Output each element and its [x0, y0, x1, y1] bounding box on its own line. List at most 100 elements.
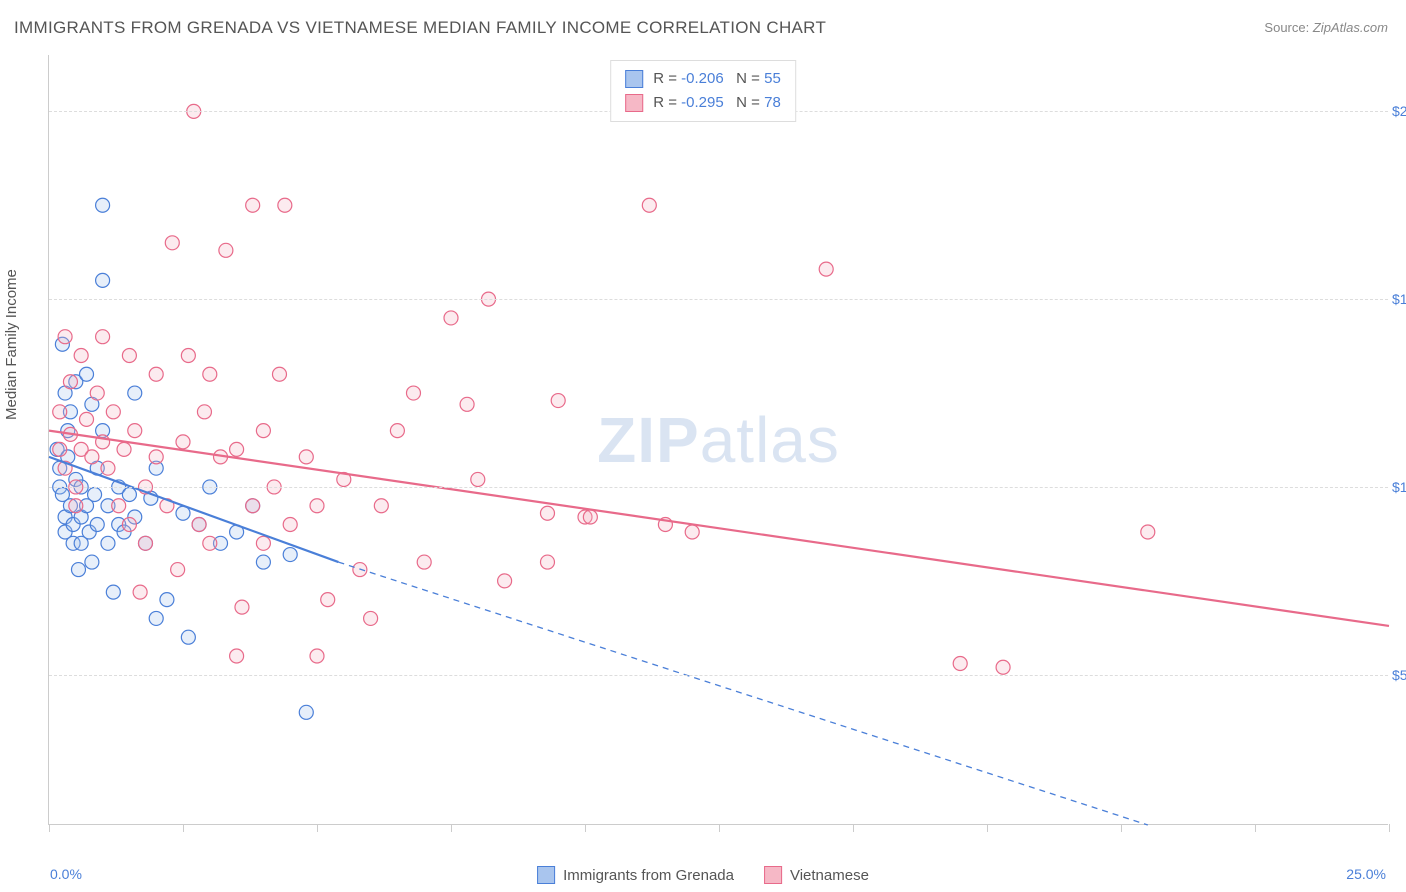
gridline — [49, 299, 1388, 300]
data-point — [390, 424, 404, 438]
data-point — [498, 574, 512, 588]
data-point — [642, 198, 656, 212]
data-point — [176, 435, 190, 449]
data-point — [256, 536, 270, 550]
x-axis-max-label: 25.0% — [1346, 866, 1386, 882]
data-point — [149, 367, 163, 381]
data-point — [299, 450, 313, 464]
gridline — [49, 675, 1388, 676]
x-tick — [1389, 824, 1390, 832]
data-point — [203, 367, 217, 381]
data-point — [74, 348, 88, 362]
x-tick — [451, 824, 452, 832]
data-point — [299, 705, 313, 719]
data-point — [101, 461, 115, 475]
data-point — [71, 563, 85, 577]
data-point — [540, 506, 554, 520]
data-point — [444, 311, 458, 325]
legend-swatch — [764, 866, 782, 884]
data-point — [106, 405, 120, 419]
data-point — [819, 262, 833, 276]
data-point — [246, 499, 260, 513]
data-point — [90, 386, 104, 400]
data-point — [101, 536, 115, 550]
data-point — [192, 518, 206, 532]
gridline — [49, 487, 1388, 488]
correlation-legend-row: R = -0.295 N = 78 — [625, 91, 781, 115]
data-point — [138, 536, 152, 550]
legend-swatch — [625, 94, 643, 112]
data-point — [685, 525, 699, 539]
data-point — [165, 236, 179, 250]
data-point — [181, 348, 195, 362]
x-tick — [585, 824, 586, 832]
y-axis-title: Median Family Income — [3, 269, 20, 420]
series-legend: Immigrants from Grenada Vietnamese — [537, 866, 869, 884]
data-point — [256, 424, 270, 438]
data-point — [53, 442, 67, 456]
data-point — [256, 555, 270, 569]
correlation-text: R = -0.295 N = 78 — [653, 91, 781, 115]
y-tick-label: $200,000 — [1380, 103, 1406, 119]
data-point — [230, 442, 244, 456]
data-point — [106, 585, 120, 599]
data-point — [96, 273, 110, 287]
data-point — [310, 649, 324, 663]
data-point — [197, 405, 211, 419]
data-point — [417, 555, 431, 569]
data-point — [1141, 525, 1155, 539]
data-point — [283, 548, 297, 562]
source-label: Source: — [1264, 20, 1309, 35]
data-point — [128, 386, 142, 400]
data-point — [88, 487, 102, 501]
source-attribution: Source: ZipAtlas.com — [1264, 20, 1388, 35]
legend-swatch — [537, 866, 555, 884]
data-point — [272, 367, 286, 381]
legend-item: Vietnamese — [764, 866, 869, 884]
data-point — [117, 442, 131, 456]
data-point — [69, 499, 83, 513]
data-point — [149, 450, 163, 464]
data-point — [112, 499, 126, 513]
data-point — [540, 555, 554, 569]
x-tick — [1121, 824, 1122, 832]
data-point — [551, 394, 565, 408]
data-point — [219, 243, 233, 257]
legend-swatch — [625, 70, 643, 88]
x-tick — [719, 824, 720, 832]
data-point — [364, 611, 378, 625]
legend-label: Immigrants from Grenada — [563, 867, 734, 884]
y-tick-label: $100,000 — [1380, 479, 1406, 495]
data-point — [122, 518, 136, 532]
scatter-svg — [49, 55, 1388, 824]
trend-line — [49, 431, 1389, 626]
data-point — [133, 585, 147, 599]
correlation-legend: R = -0.206 N = 55R = -0.295 N = 78 — [610, 60, 796, 122]
x-axis-min-label: 0.0% — [50, 866, 82, 882]
data-point — [122, 487, 136, 501]
data-point — [53, 405, 67, 419]
data-point — [80, 367, 94, 381]
x-tick — [49, 824, 50, 832]
data-point — [374, 499, 388, 513]
data-point — [80, 412, 94, 426]
data-point — [235, 600, 249, 614]
chart-title: IMMIGRANTS FROM GRENADA VS VIETNAMESE ME… — [14, 18, 826, 38]
y-tick-label: $150,000 — [1380, 291, 1406, 307]
correlation-text: R = -0.206 N = 55 — [653, 67, 781, 91]
y-tick-label: $50,000 — [1380, 667, 1406, 683]
data-point — [63, 375, 77, 389]
data-point — [122, 348, 136, 362]
data-point — [181, 630, 195, 644]
data-point — [85, 450, 99, 464]
data-point — [283, 518, 297, 532]
data-point — [128, 424, 142, 438]
data-point — [160, 593, 174, 607]
data-point — [96, 330, 110, 344]
data-point — [471, 472, 485, 486]
data-point — [583, 510, 597, 524]
data-point — [85, 555, 99, 569]
data-point — [171, 563, 185, 577]
source-value: ZipAtlas.com — [1313, 20, 1388, 35]
data-point — [953, 656, 967, 670]
